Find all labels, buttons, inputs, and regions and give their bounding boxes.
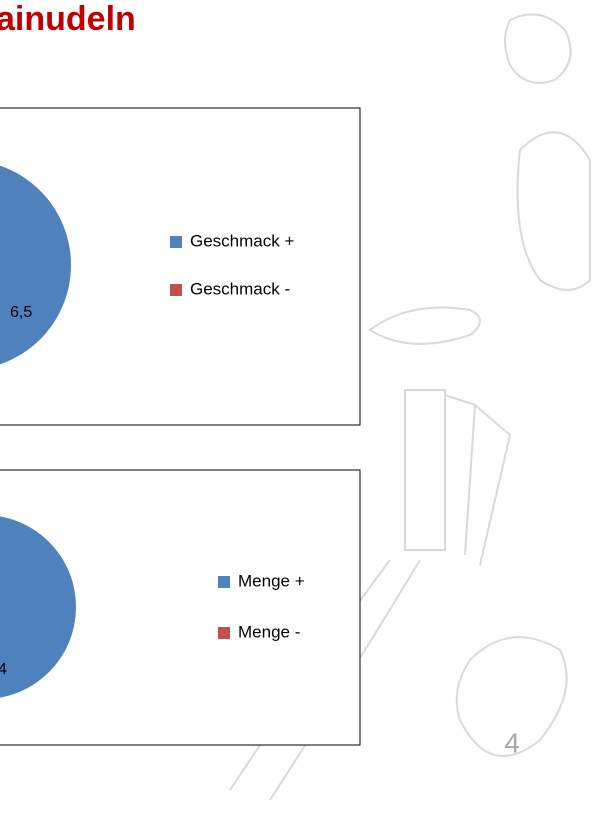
page: 4 6,5 Geschmack + Geschmack - 4 Menge + Menge… <box>0 0 597 821</box>
legend-swatch <box>170 284 182 296</box>
page-number: 4 <box>504 727 520 758</box>
data-label: 4 <box>0 661 7 678</box>
legend-swatch <box>218 627 230 639</box>
legend-swatch <box>218 576 230 588</box>
legend-swatch <box>170 236 182 248</box>
legend-label: Menge + <box>238 571 305 590</box>
legend-label: Geschmack + <box>190 231 294 250</box>
slide: 4 6,5 Geschmack + Geschmack - 4 Menge + Menge… <box>0 0 597 821</box>
legend-label: Menge - <box>238 622 300 641</box>
slide-title: ainudeln <box>0 0 136 38</box>
legend-label: Geschmack - <box>190 279 290 298</box>
data-label: 6,5 <box>10 304 32 321</box>
